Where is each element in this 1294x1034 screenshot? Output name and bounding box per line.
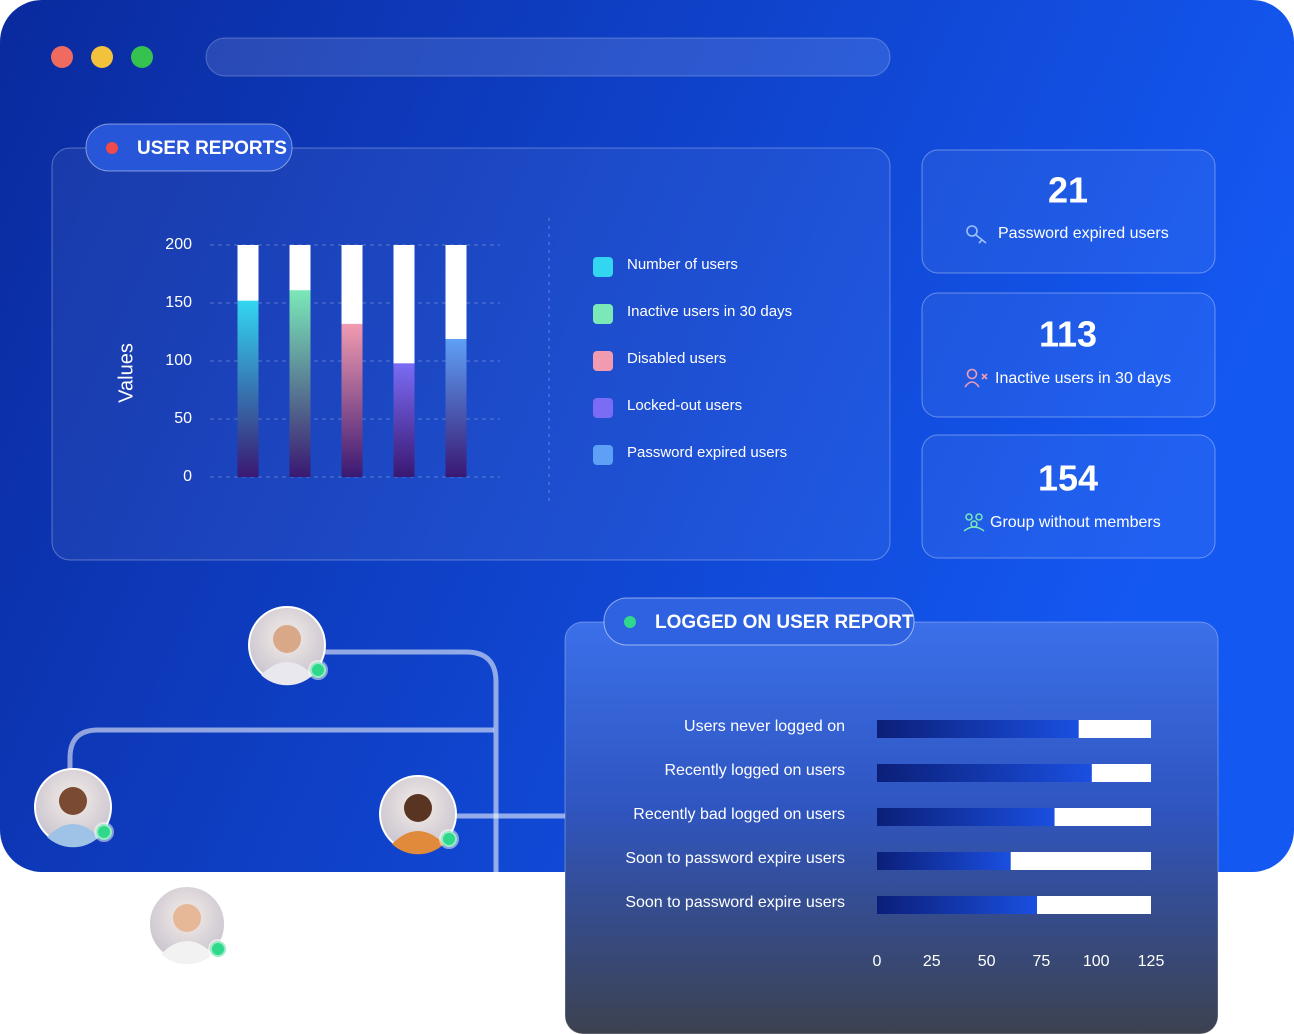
- category-label: Recently bad logged on users: [633, 806, 845, 823]
- x-tick-label: 0: [873, 953, 882, 970]
- legend-swatch: [593, 304, 613, 324]
- y-tick-label: 200: [165, 236, 192, 253]
- card: 21 Password expired users: [921, 149, 1216, 274]
- legend-label: Password expired users: [627, 444, 787, 461]
- x-tick-label: 125: [1138, 953, 1165, 970]
- legend-swatch: [593, 257, 613, 277]
- status-dot: [624, 616, 636, 628]
- card-value: 113: [1039, 314, 1097, 355]
- panel-title: LOGGED ON USER REPORT: [655, 612, 914, 633]
- x-tick-label: 50: [978, 953, 996, 970]
- bar: [877, 896, 1038, 914]
- legend-swatch: [593, 445, 613, 465]
- status-dot: [106, 142, 118, 154]
- y-tick-label: 100: [165, 352, 192, 369]
- bar: [393, 363, 415, 477]
- user-x-icon: [964, 368, 988, 388]
- group-icon: [963, 513, 985, 532]
- panel-title: USER REPORTS: [137, 138, 287, 159]
- legend-label: Number of users: [627, 256, 738, 273]
- category-label: Users never logged on: [684, 718, 845, 735]
- legend-label: Inactive users in 30 days: [627, 303, 792, 320]
- bar: [877, 808, 1055, 826]
- panel-tab: [85, 123, 293, 172]
- y-tick-label: 50: [174, 410, 192, 427]
- connector: [67, 727, 494, 772]
- maximize-dot[interactable]: [131, 46, 153, 68]
- avatar-body: [261, 662, 313, 686]
- card-label: Group without members: [990, 514, 1161, 531]
- online-dot: [94, 822, 114, 842]
- online-dot: [439, 829, 459, 849]
- avatar-body: [161, 941, 213, 965]
- category-label: Recently logged on users: [664, 762, 845, 779]
- card: 154 Group without members: [921, 434, 1216, 559]
- bar: [341, 323, 363, 477]
- card-value: 154: [1038, 458, 1098, 499]
- avatar-head: [273, 625, 301, 653]
- category-label: Soon to password expire users: [625, 894, 845, 911]
- y-tick-label: 0: [183, 468, 192, 485]
- card-value: 21: [1048, 170, 1088, 211]
- card: 113 Inactive users in 30 days: [921, 292, 1216, 418]
- legend-label: Locked-out users: [627, 397, 742, 414]
- x-tick-label: 100: [1083, 953, 1110, 970]
- bar: [289, 290, 311, 477]
- card-box: [921, 149, 1216, 274]
- avatar-head: [59, 787, 87, 815]
- online-dot: [308, 660, 328, 680]
- online-dot: [208, 939, 228, 959]
- card-label: Inactive users in 30 days: [995, 370, 1171, 387]
- bar: [877, 720, 1079, 738]
- y-tick-label: 150: [165, 294, 192, 311]
- key-icon: [966, 225, 987, 244]
- bar: [877, 852, 1011, 870]
- logged-on-panel: [564, 621, 1219, 1034]
- user-reports-panel: [51, 147, 891, 561]
- connectors: [67, 649, 566, 872]
- bar: [237, 300, 259, 477]
- card-label: Password expired users: [998, 225, 1169, 242]
- close-dot[interactable]: [51, 46, 73, 68]
- x-tick-label: 25: [923, 953, 941, 970]
- x-tick-label: 75: [1033, 953, 1051, 970]
- bar: [445, 338, 467, 477]
- avatars: [34, 606, 459, 965]
- address-bar[interactable]: [205, 37, 891, 77]
- bar: [877, 764, 1092, 782]
- legend-swatch: [593, 351, 613, 371]
- legend-label: Disabled users: [627, 350, 726, 367]
- panel-tab: [603, 597, 915, 646]
- avatar-body: [47, 824, 99, 848]
- avatar-body: [392, 831, 444, 855]
- category-label: Soon to password expire users: [625, 850, 845, 867]
- avatar-head: [173, 904, 201, 932]
- y-axis-label: Values: [115, 343, 137, 403]
- avatar-head: [404, 794, 432, 822]
- card-box: [921, 292, 1216, 418]
- card-box: [921, 434, 1216, 559]
- minimize-dot[interactable]: [91, 46, 113, 68]
- connector: [320, 649, 499, 872]
- legend-swatch: [593, 398, 613, 418]
